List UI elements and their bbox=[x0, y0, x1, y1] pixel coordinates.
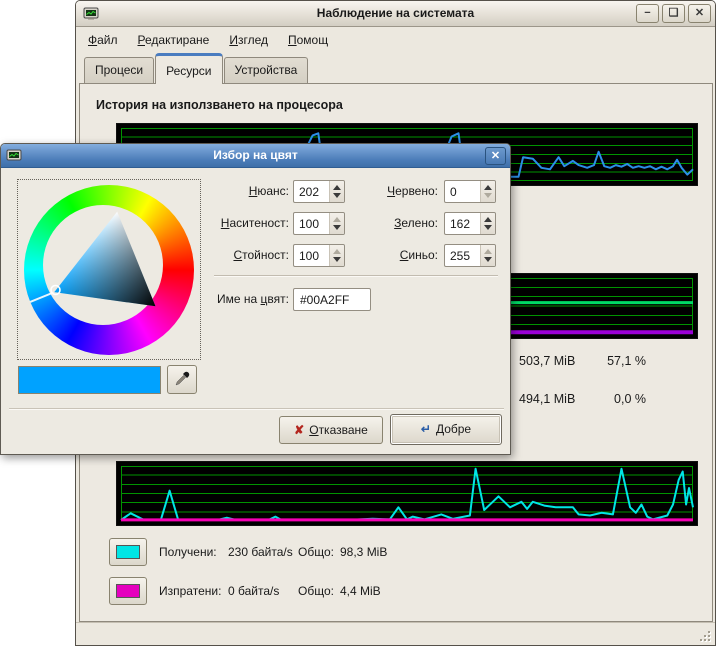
received-total: 98,3 MiB bbox=[340, 545, 388, 559]
tab-bar: Процеси Ресурси Устройства bbox=[84, 51, 309, 84]
tab-resources[interactable]: Ресурси bbox=[155, 53, 223, 84]
blue-label: Синьо: bbox=[399, 248, 438, 262]
dialog-close-button[interactable]: ✕ bbox=[485, 147, 506, 165]
sent-rate: 0 байта/s bbox=[228, 584, 280, 598]
hue-label: Нюанс: bbox=[248, 184, 289, 198]
separator bbox=[9, 408, 504, 409]
saturation-value-triangle[interactable] bbox=[24, 185, 194, 355]
cpu-history-title: История на използването на процесора bbox=[96, 98, 343, 112]
cancel-button[interactable]: ✘ Отказване bbox=[279, 416, 383, 444]
sent-total-label: Общо: bbox=[298, 584, 334, 598]
menu-help[interactable]: Помощ bbox=[287, 33, 329, 47]
cancel-x-icon: ✘ bbox=[294, 423, 305, 437]
menu-file[interactable]: Файл bbox=[88, 33, 118, 47]
ok-enter-icon: ↵ bbox=[420, 422, 431, 436]
memory-used-percent: 57,1 % bbox=[607, 354, 646, 368]
tab-devices[interactable]: Устройства bbox=[223, 57, 309, 84]
hue-marker bbox=[29, 291, 54, 303]
maximize-button[interactable]: ❑ bbox=[662, 4, 685, 23]
sv-marker bbox=[50, 284, 61, 296]
menu-view[interactable]: Изглед bbox=[229, 33, 268, 47]
ok-button[interactable]: ↵ Добре bbox=[390, 414, 502, 445]
red-label: Червено: bbox=[387, 184, 438, 198]
received-rate: 230 байта/s bbox=[228, 545, 293, 559]
minimize-button[interactable]: − bbox=[636, 4, 659, 23]
window-title: Наблюдение на системата bbox=[316, 6, 475, 20]
color-name-label: Име на цвят: bbox=[217, 292, 289, 306]
network-sent-row: Изпратени: 0 байта/s Общо: 4,4 MiB bbox=[76, 577, 717, 605]
saturation-label: Наситеност: bbox=[220, 216, 289, 230]
swap-used-value: 494,1 MiB bbox=[519, 392, 576, 406]
received-total-label: Общо: bbox=[298, 545, 334, 559]
hue-spinbutton[interactable]: 202 bbox=[293, 180, 345, 203]
eyedropper-button[interactable] bbox=[167, 365, 197, 394]
system-monitor-icon bbox=[83, 7, 99, 20]
resize-grip[interactable] bbox=[698, 629, 710, 641]
color-wheel-frame bbox=[17, 179, 201, 360]
value-spinbutton[interactable]: 100 bbox=[293, 244, 345, 267]
separator bbox=[214, 275, 498, 276]
menubar: Файл Редактиране Изглед Помощ bbox=[78, 28, 713, 52]
green-spinbutton[interactable]: 162 bbox=[444, 212, 496, 235]
sent-total: 4,4 MiB bbox=[340, 584, 381, 598]
received-color-button[interactable] bbox=[109, 538, 147, 566]
tab-processes[interactable]: Процеси bbox=[84, 57, 155, 84]
menu-edit[interactable]: Редактиране bbox=[137, 33, 210, 47]
blue-spinbutton[interactable]: 255 bbox=[444, 244, 496, 267]
received-label: Получени: bbox=[159, 545, 217, 559]
dialog-icon bbox=[6, 149, 22, 161]
sent-label: Изпратени: bbox=[159, 584, 222, 598]
memory-used-value: 503,7 MiB bbox=[519, 354, 576, 368]
close-button[interactable]: ✕ bbox=[688, 4, 711, 23]
network-history-chart bbox=[116, 461, 698, 526]
received-color-swatch bbox=[116, 545, 140, 559]
value-label: Стойност: bbox=[233, 248, 289, 262]
red-spinbutton[interactable]: 0 bbox=[444, 180, 496, 203]
selected-color-preview bbox=[18, 366, 161, 394]
eyedropper-icon bbox=[175, 371, 190, 386]
swap-used-percent: 0,0 % bbox=[614, 392, 646, 406]
dialog-titlebar[interactable]: Избор на цвят ✕ bbox=[1, 144, 510, 168]
status-bar bbox=[76, 622, 715, 645]
saturation-spinbutton[interactable]: 100 bbox=[293, 212, 345, 235]
color-picker-dialog: Избор на цвят ✕ Нюанс: bbox=[0, 143, 511, 455]
sent-color-swatch bbox=[116, 584, 140, 598]
network-received-row: Получени: 230 байта/s Общо: 98,3 MiB bbox=[76, 538, 717, 566]
main-titlebar[interactable]: Наблюдение на системата − ❑ ✕ bbox=[76, 1, 715, 27]
color-name-entry[interactable]: #00A2FF bbox=[293, 288, 371, 311]
dialog-title: Избор на цвят bbox=[213, 148, 298, 162]
green-label: Зелено: bbox=[394, 216, 438, 230]
sent-color-button[interactable] bbox=[109, 577, 147, 605]
